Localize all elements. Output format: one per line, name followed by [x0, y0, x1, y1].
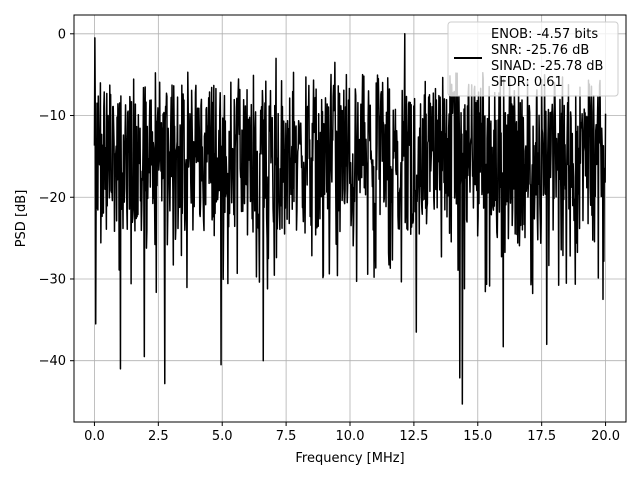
legend-entry-sinad: SINAD: -25.78 dB: [491, 59, 603, 74]
y-tick-label: 0: [58, 27, 66, 42]
x-axis-ticks: 0.0 2.5 5.0 7.5 10.0 12.5 15.0 17.5 20.0: [84, 422, 620, 444]
x-tick-label: 17.5: [527, 429, 556, 444]
legend-entry-sfdr: SFDR: 0.61: [491, 75, 563, 90]
x-tick-label: 7.5: [276, 429, 297, 444]
x-tick-label: 0.0: [84, 429, 105, 444]
legend-box: [447, 21, 619, 97]
y-axis-ticks: 0 −10 −20 −30 −40: [39, 27, 74, 369]
y-tick-label: −40: [39, 354, 66, 369]
y-tick-label: −10: [39, 109, 66, 124]
legend: ENOB: -4.57 bits SNR: -25.76 dB SINAD: -…: [447, 21, 619, 97]
y-tick-label: −30: [39, 272, 66, 287]
y-axis-label: PSD [dB]: [14, 190, 29, 248]
legend-entry-enob: ENOB: -4.57 bits: [491, 27, 598, 42]
x-tick-label: 20.0: [591, 429, 620, 444]
x-axis-label: Frequency [MHz]: [295, 451, 404, 466]
x-tick-label: 10.0: [336, 429, 365, 444]
legend-entry-snr: SNR: -25.76 dB: [491, 43, 589, 58]
x-tick-label: 15.0: [463, 429, 492, 444]
series-line-group: [93, 33, 607, 405]
x-tick-label: 5.0: [212, 429, 233, 444]
psd-series-line: [93, 33, 607, 405]
x-tick-label: 12.5: [399, 429, 428, 444]
y-tick-label: −20: [39, 191, 66, 206]
x-tick-label: 2.5: [148, 429, 169, 444]
